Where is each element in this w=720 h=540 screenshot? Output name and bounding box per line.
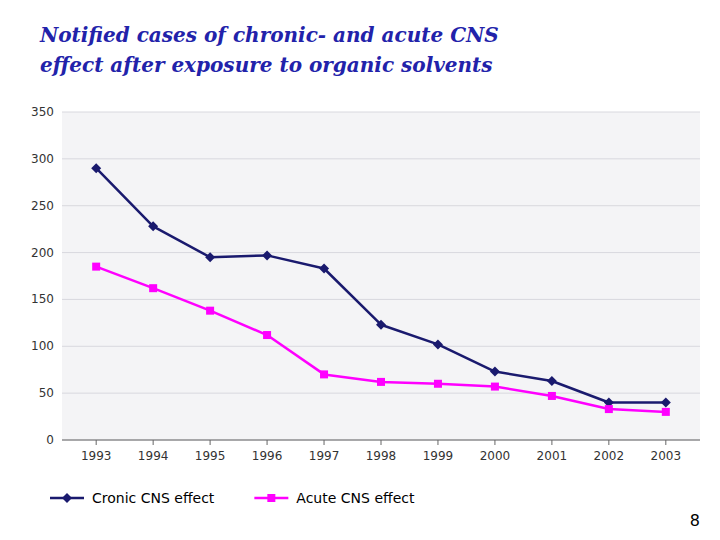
point: [262, 250, 272, 260]
point: [491, 383, 499, 391]
x-tick-label: 1996: [252, 449, 283, 463]
x-tick: [381, 440, 382, 445]
series-group: [91, 163, 671, 416]
point: [548, 392, 556, 400]
point: [149, 284, 157, 292]
point: [205, 252, 215, 262]
series-line: [96, 168, 666, 402]
point: [605, 405, 613, 413]
x-tick: [608, 440, 609, 445]
grid-line: [62, 252, 700, 253]
point: [547, 376, 557, 386]
point: [92, 263, 100, 271]
x-tick: [324, 440, 325, 445]
x-tick-label: 1993: [81, 449, 112, 463]
point: [433, 339, 443, 349]
grid-line: [62, 440, 700, 441]
series-line: [96, 267, 666, 412]
x-tick: [153, 440, 154, 445]
point: [377, 378, 385, 386]
x-tick: [551, 440, 552, 445]
x-tick-label: 2002: [594, 449, 625, 463]
grid-line: [62, 158, 700, 159]
legend-label: Cronic CNS effect: [92, 490, 215, 506]
legend: Cronic CNS effect Acute CNS effect: [50, 490, 415, 506]
point: [376, 320, 386, 330]
grid-line: [62, 346, 700, 347]
y-tick-label: 0: [46, 433, 54, 447]
y-tick-label: 300: [31, 152, 54, 166]
point: [148, 221, 158, 231]
point: [490, 367, 500, 377]
point: [661, 398, 671, 408]
y-tick-label: 350: [31, 105, 54, 119]
grid: [62, 112, 700, 440]
x-tick: [437, 440, 438, 445]
point: [206, 307, 214, 315]
x-tick: [494, 440, 495, 445]
x-tick-label: 1994: [138, 449, 169, 463]
grid-line: [62, 393, 700, 394]
plot-area: [62, 112, 700, 440]
y-tick-label: 100: [31, 339, 54, 353]
legend-label: Acute CNS effect: [296, 490, 415, 506]
grid-line: [62, 299, 700, 300]
x-tick-label: 2000: [480, 449, 511, 463]
annotation: 8: [690, 511, 700, 530]
legend-marker: [267, 494, 275, 502]
x-tick: [96, 440, 97, 445]
y-tick-label: 250: [31, 199, 54, 213]
x-tick: [267, 440, 268, 445]
x-tick-label: 2001: [537, 449, 568, 463]
y-tick-label: 200: [31, 246, 54, 260]
x-tick-label: 2003: [651, 449, 682, 463]
x-tick-label: 1998: [366, 449, 397, 463]
x-tick-label: 1995: [195, 449, 226, 463]
x-tick: [210, 440, 211, 445]
point: [91, 163, 101, 173]
y-tick-label: 150: [31, 292, 54, 306]
x-axis: [62, 440, 700, 441]
point: [263, 331, 271, 339]
point: [662, 408, 670, 416]
legend-marker: [62, 493, 72, 503]
x-tick: [665, 440, 666, 445]
point: [320, 370, 328, 378]
title: Notified cases of chronic- and acute CNS: [39, 23, 499, 47]
point: [319, 264, 329, 274]
grid-line: [62, 205, 700, 206]
x-tick-label: 1999: [423, 449, 454, 463]
subtitle: effect after exposure to organic solvent…: [40, 53, 493, 77]
point: [434, 380, 442, 388]
y-tick-label: 50: [39, 386, 54, 400]
chart: Notified cases of chronic- and acute CNS…: [0, 0, 720, 540]
grid-line: [62, 112, 700, 113]
x-tick-label: 1997: [309, 449, 340, 463]
